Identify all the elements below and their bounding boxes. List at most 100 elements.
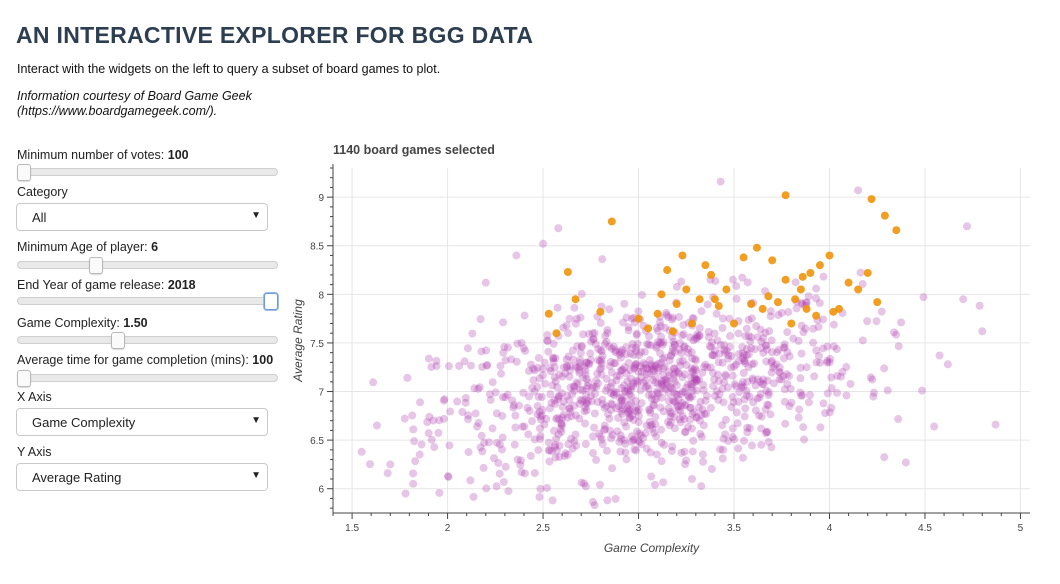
- min-votes-slider[interactable]: [17, 164, 278, 181]
- data-point: [620, 397, 629, 406]
- scatter-plot[interactable]: 1.5 2 2.5 3 3.5 4 4.5 5 6 6.5 7 7.5 8 8.5 9 Game Comple…: [285, 160, 1045, 560]
- data-point: [588, 497, 597, 506]
- data-point: [543, 331, 552, 340]
- data-point: [607, 399, 616, 408]
- chevron-down-icon: ▼: [251, 470, 261, 481]
- highlight-data-point: [892, 226, 901, 235]
- data-point: [439, 396, 448, 405]
- data-point: [724, 354, 733, 363]
- data-point: [743, 423, 752, 432]
- data-point: [880, 364, 889, 373]
- data-point: [605, 305, 614, 314]
- data-point: [424, 429, 433, 438]
- data-point: [497, 445, 506, 454]
- data-point: [653, 388, 662, 397]
- data-point: [612, 404, 621, 413]
- data-point: [712, 309, 721, 318]
- min-age-slider-handle[interactable]: [88, 257, 103, 274]
- data-point: [520, 422, 529, 431]
- data-point: [446, 407, 455, 416]
- data-point: [733, 419, 742, 428]
- data-point: [747, 333, 756, 342]
- highlight-data-point: [657, 290, 666, 299]
- data-point: [445, 441, 454, 450]
- data-point: [814, 351, 823, 360]
- data-point: [608, 431, 617, 440]
- complexity-slider[interactable]: [17, 332, 278, 349]
- data-point: [594, 356, 603, 365]
- data-point: [823, 358, 832, 367]
- data-point: [707, 465, 716, 474]
- x-axis-select[interactable]: Game Complexity ▼: [16, 408, 268, 436]
- data-point: [633, 339, 642, 348]
- data-point: [563, 450, 572, 459]
- data-point: [674, 369, 683, 378]
- data-point: [546, 367, 555, 376]
- data-point: [597, 359, 606, 368]
- data-point: [536, 412, 545, 421]
- avg-time-slider-handle[interactable]: [17, 370, 31, 387]
- end-year-slider[interactable]: [17, 293, 278, 310]
- data-point: [596, 319, 605, 328]
- data-point: [606, 382, 615, 391]
- highlight-data-point: [867, 195, 876, 204]
- data-point: [621, 448, 630, 457]
- data-point: [676, 361, 685, 370]
- data-point: [666, 383, 675, 392]
- data-point: [688, 447, 697, 456]
- data-point: [617, 434, 626, 443]
- data-point: [632, 427, 641, 436]
- data-point: [698, 450, 707, 459]
- data-point: [630, 363, 639, 372]
- data-point: [598, 255, 607, 264]
- data-point: [618, 401, 627, 410]
- data-point: [435, 416, 444, 425]
- data-point: [783, 379, 792, 388]
- avg-time-slider[interactable]: [17, 370, 278, 387]
- data-point: [622, 455, 631, 464]
- data-point: [637, 399, 646, 408]
- data-point: [755, 411, 764, 420]
- data-point: [570, 303, 579, 312]
- data-point: [538, 405, 547, 414]
- data-point: [520, 311, 529, 320]
- data-point: [621, 388, 630, 397]
- data-point: [535, 435, 544, 444]
- data-point: [753, 333, 762, 342]
- end-year-slider-handle[interactable]: [264, 293, 278, 310]
- data-point: [627, 411, 636, 420]
- data-point: [632, 376, 641, 385]
- data-point: [557, 419, 566, 428]
- data-point: [631, 406, 640, 415]
- data-point: [647, 360, 656, 369]
- data-point: [592, 455, 601, 464]
- y-axis-select[interactable]: Average Rating ▼: [16, 463, 268, 491]
- data-point: [563, 361, 572, 370]
- data-point: [590, 423, 599, 432]
- data-point: [590, 409, 599, 418]
- min-votes-slider-handle[interactable]: [17, 164, 31, 181]
- data-point: [533, 363, 542, 372]
- data-point: [512, 251, 521, 260]
- credit-line-2: (https://www.boardgamegeek.com/).: [17, 104, 218, 118]
- data-point: [770, 379, 779, 388]
- data-point: [546, 390, 555, 399]
- data-point: [453, 397, 462, 406]
- data-point: [596, 365, 605, 374]
- data-point: [780, 340, 789, 349]
- data-point: [935, 351, 944, 360]
- data-point: [692, 413, 701, 422]
- data-point: [796, 363, 805, 372]
- data-point: [620, 436, 629, 445]
- data-point: [585, 360, 594, 369]
- data-point: [721, 370, 730, 379]
- data-point: [501, 356, 510, 365]
- min-age-slider[interactable]: [17, 257, 278, 274]
- category-select[interactable]: All ▼: [16, 203, 268, 231]
- data-point: [634, 367, 643, 376]
- complexity-slider-handle[interactable]: [110, 332, 125, 349]
- data-point: [555, 415, 564, 424]
- data-point: [714, 358, 723, 367]
- data-point: [547, 446, 556, 455]
- data-point: [735, 388, 744, 397]
